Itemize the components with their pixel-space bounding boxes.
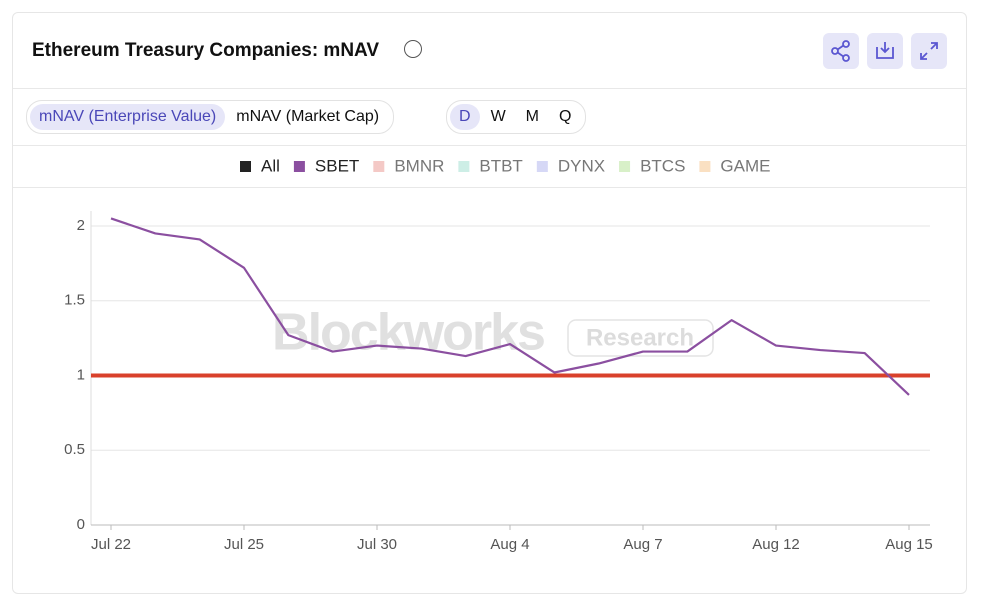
y-tick-label: 1 [77,366,85,383]
y-tick-label: 1.5 [64,292,85,309]
info-icon[interactable] [404,40,422,58]
tab[interactable]: mNAV (Enterprise Value) [30,104,226,130]
legend-label[interactable]: All [261,156,280,175]
y-tick-label: 2 [77,217,85,234]
legend-label[interactable]: BTBT [479,156,522,175]
legend-swatch [458,161,470,172]
legend-label[interactable]: SBET [315,156,359,175]
chart: All SBET BMNR BTBT DYNX BTCS GAME Blockworks Res… [64,156,933,553]
legend-swatch [536,161,548,172]
divider [13,145,966,146]
period-tab[interactable]: D [450,104,480,130]
tab-group: mNAV (Enterprise Value) mNAV (Market Cap) [26,100,395,134]
title: Ethereum Treasury Companies: mNAV [32,40,380,61]
y-tick-label: 0 [77,516,85,533]
legend-label[interactable]: GAME [720,156,770,175]
download-button[interactable] [867,33,903,69]
share-button[interactable] [823,33,859,69]
x-tick-label: Jul 22 [91,536,131,553]
legend-swatch [293,161,305,172]
expand-button[interactable] [911,33,947,69]
legend-swatch [240,161,251,172]
legend-label[interactable]: BTCS [640,156,685,175]
legend-swatch [619,161,631,172]
divider [13,88,966,89]
x-tick-label: Aug 4 [490,536,529,553]
card: Ethereum Treasury Companies: mNAV mNAV (… [12,12,967,594]
download-icon [876,42,894,59]
divider [13,187,966,188]
page: Ethereum Treasury Companies: mNAV mNAV (… [12,12,967,594]
legend-swatch [699,161,711,172]
x-tick-label: Aug 12 [752,536,800,553]
watermark: Blockworks [272,304,544,362]
y-tick-label: 0.5 [64,441,85,458]
legend-label[interactable]: DYNX [558,156,605,175]
x-tick-label: Jul 30 [357,536,397,553]
period-tab[interactable]: M [525,108,539,125]
tab[interactable]: mNAV (Market Cap) [236,108,380,125]
share-icon [831,40,850,62]
watermark: Research [586,324,694,351]
x-tick-label: Aug 15 [885,536,933,553]
period-tab[interactable]: W [490,108,506,125]
legend-swatch [373,161,385,172]
watermark-box [567,319,714,357]
x-tick-label: Jul 25 [224,536,264,553]
series-line [110,217,910,396]
period-tab[interactable]: Q [559,108,572,125]
legend-label[interactable]: BMNR [394,156,444,175]
expand-icon [920,42,938,60]
x-tick-label: Aug 7 [623,536,662,553]
